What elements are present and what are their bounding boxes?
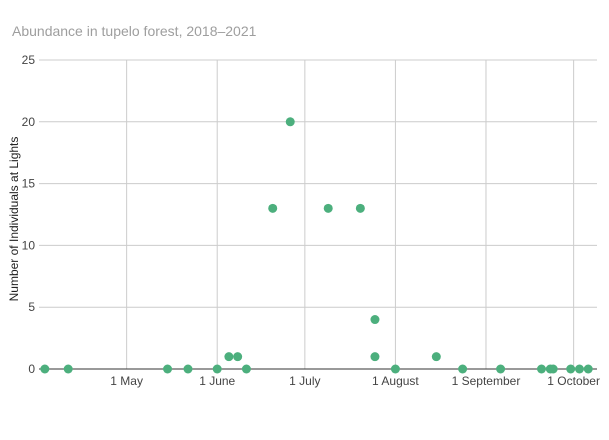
data-point [40,364,50,374]
data-point [355,203,365,213]
data-point [496,364,506,374]
data-point [241,364,251,374]
x-tick-label: 1 August [372,374,419,388]
y-tick-label: 25 [22,53,36,67]
chart-title: Abundance in tupelo forest, 2018–2021 [12,23,257,39]
data-point [233,352,243,362]
data-point [183,364,193,374]
data-point [574,364,584,374]
x-tick-label: 1 June [199,374,235,388]
data-point [63,364,73,374]
tick-labels: 0 5 10 15 20 25 1 May 1 June 1 July 1 August 1 Sep… [22,53,600,388]
x-tick-label: 1 July [289,374,320,388]
data-point [323,203,333,213]
y-axis-label: Number of Individuals at Lights [7,137,21,302]
data-point [224,352,234,362]
x-tick-label: 1 September [452,374,521,388]
y-tick-label: 0 [28,362,35,376]
data-point [163,364,173,374]
x-tick-label: 1 October [547,374,600,388]
data-point [268,203,278,213]
data-point [370,315,380,325]
data-point [458,364,468,374]
grid [39,59,597,370]
data-point [390,364,400,374]
y-tick-label: 10 [22,238,36,252]
data-point [548,364,558,374]
y-tick-label: 20 [22,115,36,129]
data-point [431,352,441,362]
y-tick-label: 15 [22,177,36,191]
data-point [583,364,593,374]
data-point [536,364,546,374]
y-tick-label: 5 [28,300,35,314]
data-points [40,117,593,374]
data-point [285,117,295,127]
data-point [566,364,576,374]
data-point [212,364,222,374]
data-point [370,352,380,362]
x-tick-label: 1 May [110,374,143,388]
